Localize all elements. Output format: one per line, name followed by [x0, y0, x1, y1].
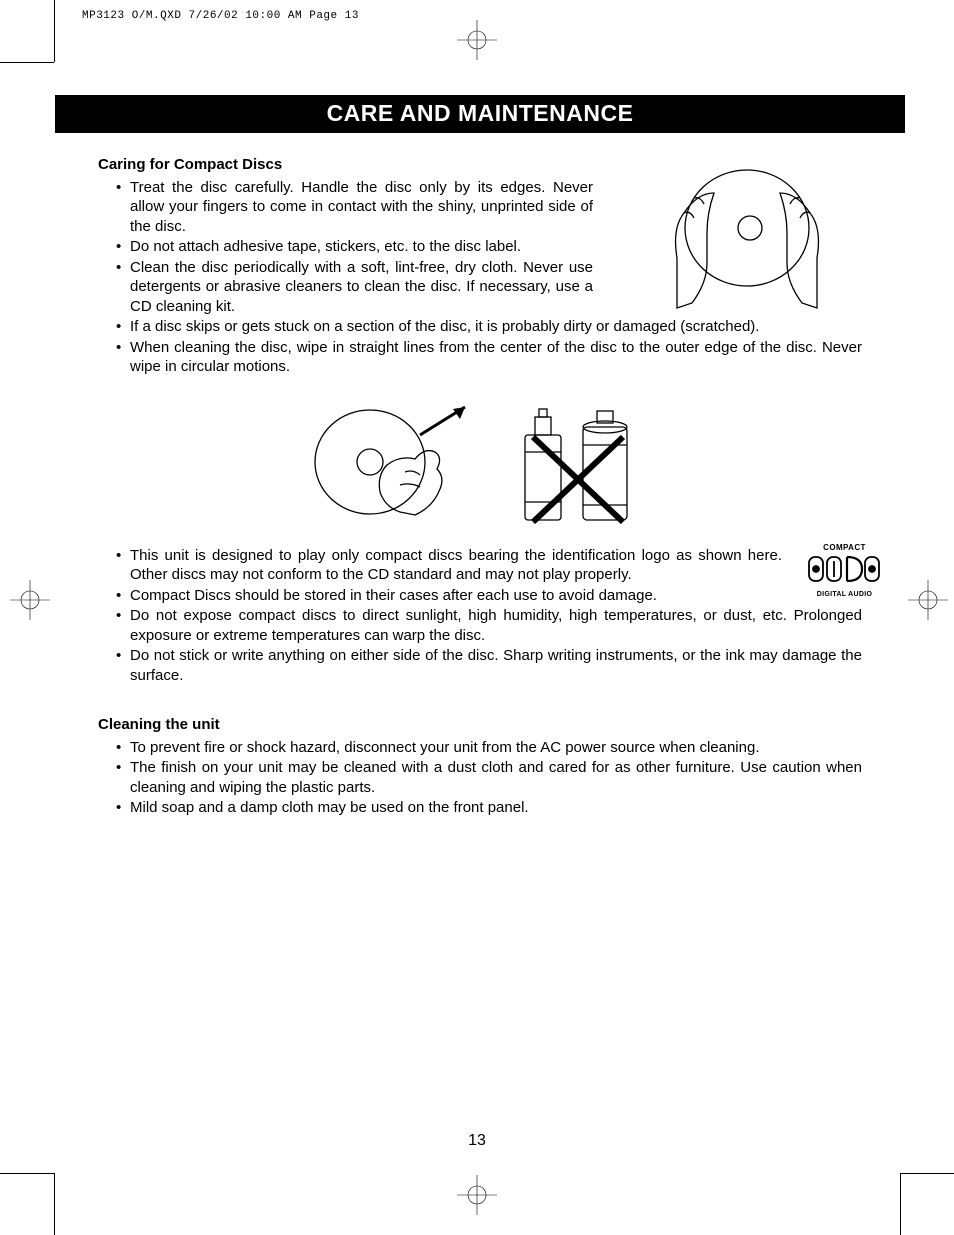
- bullet-list: To prevent fire or shock hazard, disconn…: [116, 738, 862, 818]
- list-item: Do not attach adhesive tape, stickers, e…: [116, 237, 593, 257]
- bullet-list: This unit is designed to play only compa…: [116, 546, 862, 686]
- registration-mark-icon: [457, 20, 497, 60]
- page-title-bar: CARE AND MAINTENANCE: [55, 95, 905, 133]
- no-spray-illustration-icon: [505, 397, 655, 532]
- body-text: Caring for Compact Discs: [55, 133, 905, 818]
- bullet-list: Treat the disc carefully. Handle the dis…: [116, 178, 593, 317]
- page-title: CARE AND MAINTENANCE: [327, 100, 634, 126]
- group-caring-bottom: COMPACT DIGITAL AUDIO Thi: [98, 546, 862, 686]
- group-caring-top: Treat the disc carefully. Handle the dis…: [98, 178, 862, 377]
- list-item: Do not stick or write anything on either…: [116, 646, 862, 685]
- crop-mark: [54, 0, 55, 62]
- list-item: Treat the disc carefully. Handle the dis…: [116, 178, 593, 237]
- list-item: If a disc skips or gets stuck on a secti…: [116, 317, 862, 337]
- crop-mark: [0, 62, 54, 63]
- wipe-disc-illustration-icon: [305, 397, 485, 532]
- registration-mark-icon: [10, 580, 50, 620]
- list-item: Mild soap and a damp cloth may be used o…: [116, 798, 862, 818]
- list-item: Compact Discs should be stored in their …: [116, 586, 862, 606]
- cleaning-illustrations: [98, 397, 862, 532]
- page-header-line: MP3123 O/M.QXD 7/26/02 10:00 AM Page 13: [82, 10, 359, 22]
- registration-mark-icon: [457, 1175, 497, 1215]
- list-item: Clean the disc periodically with a soft,…: [116, 258, 593, 317]
- list-item: Do not expose compact discs to direct su…: [116, 606, 862, 645]
- registration-mark-icon: [908, 580, 948, 620]
- crop-mark: [0, 1173, 54, 1174]
- list-item: To prevent fire or shock hazard, disconn…: [116, 738, 862, 758]
- list-item: The finish on your unit may be cleaned w…: [116, 758, 862, 797]
- crop-mark: [900, 1173, 901, 1235]
- content-area: CARE AND MAINTENANCE Caring for Compact …: [55, 95, 905, 819]
- hands-holding-disc-illustration-icon: [622, 168, 872, 313]
- crop-mark: [900, 1173, 954, 1174]
- section-heading-cleaning: Cleaning the unit: [98, 715, 862, 735]
- list-item: When cleaning the disc, wipe in straight…: [116, 338, 862, 377]
- page-number: 13: [0, 1132, 954, 1150]
- bullet-list: If a disc skips or gets stuck on a secti…: [116, 317, 862, 377]
- section-cleaning-unit: Cleaning the unit To prevent fire or sho…: [98, 715, 862, 818]
- crop-mark: [54, 1173, 55, 1235]
- list-item: This unit is designed to play only compa…: [116, 546, 862, 585]
